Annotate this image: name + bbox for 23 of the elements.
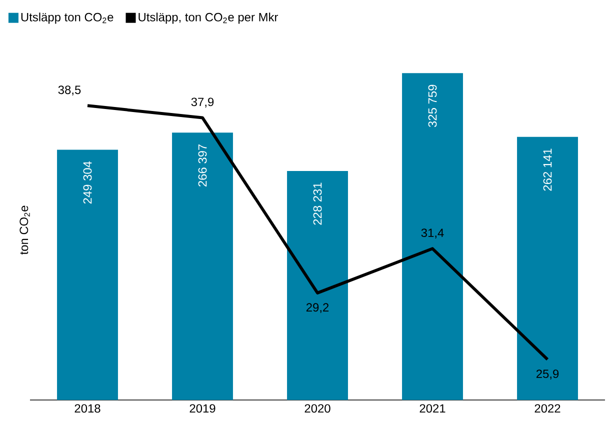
x-tick-label: 2022 [534, 404, 560, 413]
bar [402, 73, 463, 400]
y-axis-title: ton CO$_{2}$e [20, 206, 30, 255]
legend-label: Utsläpp ton CO$_{2}$e [21, 12, 114, 24]
data-label: 249 304 [83, 161, 92, 204]
x-tick-label: 2018 [74, 404, 100, 413]
data-label: 266 397 [198, 144, 207, 186]
data-label: 325 759 [428, 84, 437, 128]
x-tick-label: 2020 [304, 404, 330, 413]
data-label: 228 231 [313, 182, 322, 225]
x-tick-label: 2021 [420, 404, 446, 413]
data-label: 29,2 [306, 303, 329, 314]
data-label: 31,4 [421, 228, 444, 238]
x-tick-label: 2019 [190, 404, 216, 413]
data-label: 262 141 [543, 148, 552, 191]
bar [517, 136, 578, 400]
data-label: 37,9 [191, 98, 214, 108]
bar [57, 150, 118, 400]
data-label: 25,9 [536, 370, 559, 380]
data-label: 38,5 [58, 86, 81, 96]
legend-label: Utsläpp, ton CO$_{2}$e per Mkr [138, 12, 278, 24]
bar [172, 132, 233, 400]
bar [287, 170, 348, 400]
